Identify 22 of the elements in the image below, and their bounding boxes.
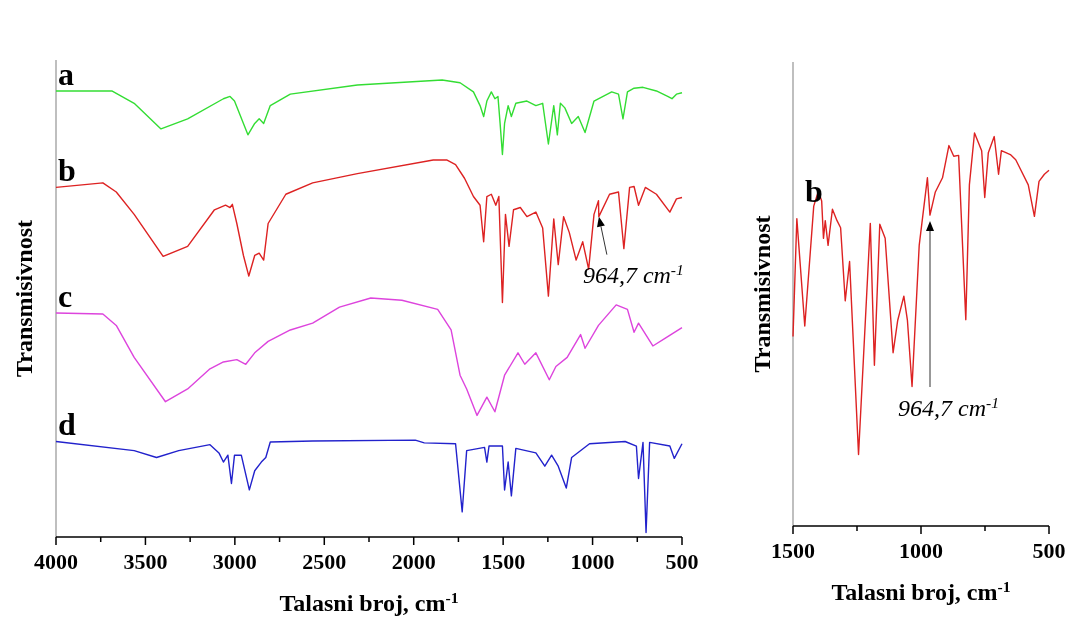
x-tick-label: 2500 — [302, 549, 347, 574]
x-tick-label: 2000 — [391, 549, 436, 574]
x-tick-label: 1500 — [481, 549, 526, 574]
annotation: 964,7 cm$^{-1}$ — [582, 260, 684, 288]
series-label: b — [805, 173, 823, 209]
series-label: c — [58, 278, 73, 315]
annotation: 964,7 cm$^{-1}$ — [898, 393, 999, 421]
y-axis-title: Transmisivnost — [749, 215, 775, 373]
x-axis-title: Talasni broj, cm$^{-1}$ — [279, 588, 459, 616]
series-label: a — [58, 55, 74, 92]
x-tick-label: 500 — [665, 549, 699, 574]
x-axis-title: Talasni broj, cm$^{-1}$ — [831, 577, 1011, 605]
x-tick-label: 3500 — [123, 549, 168, 574]
x-tick-label: 4000 — [34, 549, 78, 574]
x-tick-label: 1000 — [570, 549, 615, 574]
series-label: d — [58, 406, 76, 443]
x-tick-label: 1000 — [899, 538, 943, 563]
x-tick-label: 1500 — [771, 538, 815, 563]
x-tick-label: 3000 — [212, 549, 257, 574]
series-label: b — [58, 152, 76, 189]
x-tick-label: 500 — [1032, 538, 1066, 563]
y-axis-title: Transmisivnost — [11, 220, 37, 377]
